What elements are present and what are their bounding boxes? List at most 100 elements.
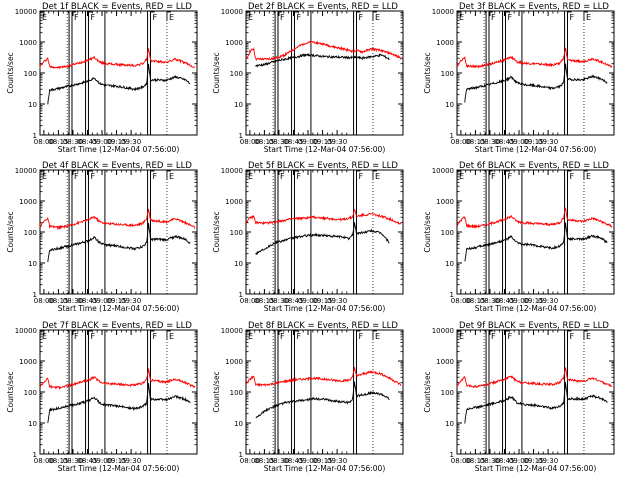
plot-title: Det 6f BLACK = Events, RED = LLD (459, 161, 609, 171)
plot-title: Det 3f BLACK = Events, RED = LLD (459, 2, 609, 12)
y-tick-label: 1 (33, 451, 37, 459)
x-tick-label: 08:00 (451, 138, 471, 146)
state-marker-label: F (296, 332, 301, 341)
x-tick-label: 09:15 (106, 297, 126, 305)
x-tick-label: 08:30 (269, 297, 289, 305)
plot-frame (39, 10, 198, 136)
plot-frame (245, 329, 404, 455)
plot-title: Det 2f BLACK = Events, RED = LLD (248, 2, 398, 12)
y-tick-label: 10000 (15, 167, 37, 175)
state-marker-label: E (459, 172, 464, 181)
y-tick-label: 10000 (15, 8, 37, 16)
x-tick-label: 08:00 (240, 457, 260, 465)
y-tick-label: 1 (33, 132, 37, 140)
state-marker-label: F (569, 332, 574, 341)
state-marker-label: E (586, 13, 591, 22)
plot-frame (456, 329, 615, 455)
x-tick-label: 08:15 (465, 457, 485, 465)
plot-panel-7: Det 7f BLACK = Events, RED = LLD 1 10 100 10… (6, 321, 198, 473)
x-tick-label: 08:00 (240, 138, 260, 146)
lld-series-line (39, 209, 196, 231)
lld-series-line (39, 368, 196, 391)
plot-panel-2: Det 2f BLACK = Events, RED = LLD 1 10 100 10… (212, 2, 404, 154)
state-marker-label: F (507, 172, 512, 181)
events-series-line (255, 222, 390, 256)
state-marker-label: F (74, 332, 79, 341)
state-marker-label: F (507, 332, 512, 341)
events-series-line (47, 63, 191, 105)
x-tick-label: 09:30 (121, 138, 141, 146)
x-tick-label: 09:30 (121, 297, 141, 305)
x-tick-label: 08:30 (480, 297, 500, 305)
x-tick-label: 08:00 (34, 457, 54, 465)
y-tick-label: 10 (445, 101, 454, 109)
state-marker-label: F (152, 13, 157, 22)
x-tick-label: 08:00 (451, 297, 471, 305)
plot-title: Det 1f BLACK = Events, RED = LLD (42, 2, 192, 12)
y-tick-label: 1000 (19, 39, 37, 47)
x-axis-label: Start Time (12-Mar-04 07:56:00) (475, 304, 597, 313)
x-tick-label: 08:15 (254, 457, 274, 465)
x-tick-label: 09:15 (106, 138, 126, 146)
x-tick-label: 08:15 (48, 138, 68, 146)
y-tick-label: 100 (230, 389, 243, 397)
y-tick-label: 10000 (432, 8, 454, 16)
lld-series-line (39, 48, 196, 70)
x-tick-label: 09:15 (523, 297, 543, 305)
x-axis-label: Start Time (12-Mar-04 07:56:00) (264, 464, 386, 473)
x-tick-label: 08:45 (494, 138, 514, 146)
y-tick-label: 1000 (225, 358, 243, 366)
x-axis-label: Start Time (12-Mar-04 07:56:00) (264, 145, 386, 154)
y-tick-label: 10 (28, 260, 37, 268)
x-tick-label: 09:00 (509, 138, 529, 146)
state-marker-label: E (375, 172, 380, 181)
plot-frame (456, 169, 615, 295)
plot-title: Det 7f BLACK = Events, RED = LLD (42, 321, 192, 331)
state-marker-label: E (42, 13, 47, 22)
x-tick-label: 09:15 (312, 297, 332, 305)
y-tick-label: 100 (230, 229, 243, 237)
y-tick-label: 100 (441, 70, 454, 78)
state-marker-label: E (169, 172, 174, 181)
x-tick-label: 08:00 (34, 297, 54, 305)
y-tick-label: 10 (28, 101, 37, 109)
state-marker-label: E (586, 332, 591, 341)
x-tick-label: 08:15 (48, 457, 68, 465)
lld-series-line (245, 40, 402, 61)
state-marker-label: F (90, 13, 95, 22)
events-series-line (47, 222, 191, 263)
lld-series-line (245, 208, 402, 226)
x-tick-label: 09:30 (327, 297, 347, 305)
x-tick-label: 08:30 (63, 457, 83, 465)
lld-series-line (245, 367, 402, 388)
x-tick-label: 09:00 (509, 457, 529, 465)
x-tick-label: 08:45 (283, 138, 303, 146)
state-marker-label: F (507, 13, 512, 22)
x-axis-label: Start Time (12-Mar-04 07:56:00) (58, 145, 180, 154)
y-tick-label: 1 (33, 291, 37, 299)
plot-frame (39, 329, 198, 455)
x-tick-label: 08:45 (283, 297, 303, 305)
state-marker-label: F (358, 172, 363, 181)
x-tick-label: 09:00 (298, 138, 318, 146)
y-tick-label: 1 (450, 451, 454, 459)
y-tick-label: 10000 (432, 327, 454, 335)
x-axis-label: Start Time (12-Mar-04 07:56:00) (58, 304, 180, 313)
state-marker-label: E (169, 332, 174, 341)
events-series-line (464, 382, 608, 424)
state-marker-label: F (569, 172, 574, 181)
plot-frame (245, 169, 404, 295)
x-tick-label: 08:45 (77, 457, 97, 465)
plot-panel-6: Det 6f BLACK = Events, RED = LLD 1 10 100 10… (423, 161, 615, 313)
state-marker-label: F (296, 172, 301, 181)
y-axis-label: Counts/sec (6, 211, 15, 252)
x-tick-label: 08:45 (77, 297, 97, 305)
state-marker-label: F (90, 332, 95, 341)
y-tick-label: 100 (441, 389, 454, 397)
x-tick-label: 08:45 (77, 138, 97, 146)
y-tick-label: 1000 (436, 39, 454, 47)
x-tick-label: 09:00 (92, 457, 112, 465)
x-tick-label: 09:15 (523, 138, 543, 146)
state-marker-label: E (42, 332, 47, 341)
